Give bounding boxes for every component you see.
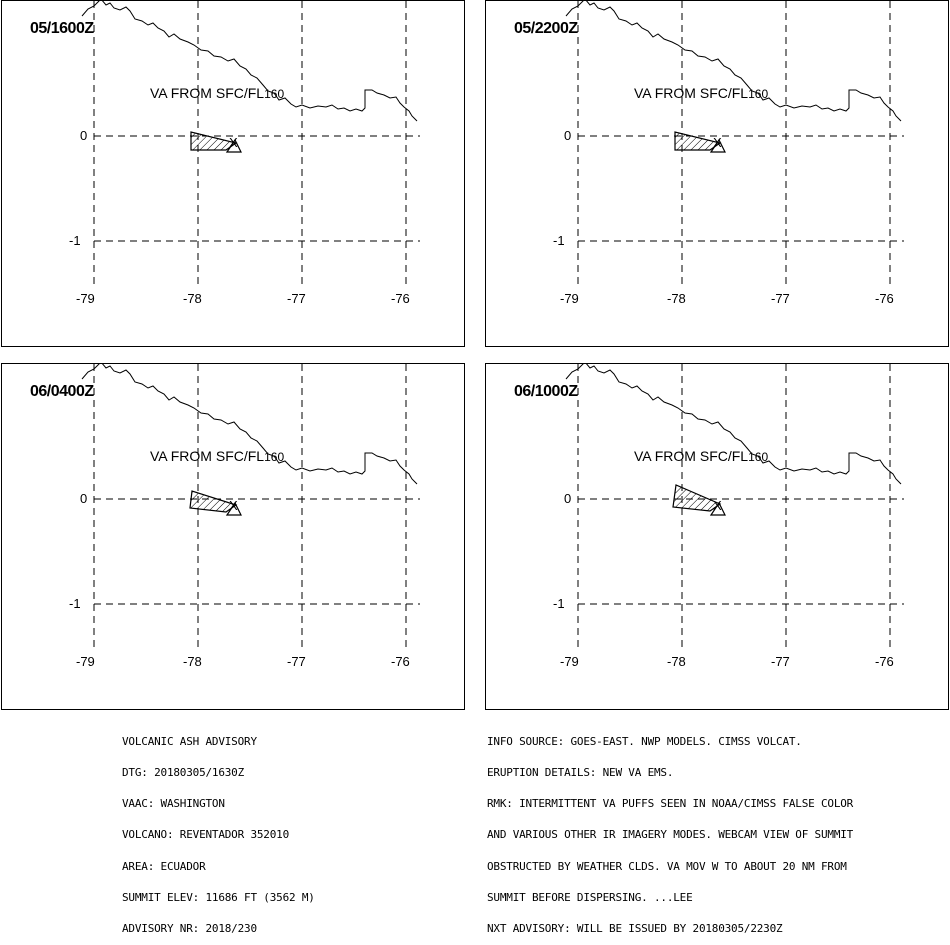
advisory-line: NXT ADVISORY: WILL BE ISSUED BY 20180305… (487, 922, 783, 936)
coastline (565, 1, 902, 122)
va-label-text: VA FROM SFC/FL (150, 448, 265, 464)
forecast-panel-3: X 06/0400Z VA FROM SFC/FL160 0 -1 -79 -7… (1, 363, 465, 710)
ash-polygon (190, 131, 238, 151)
va-flight-level: 160 (748, 87, 769, 101)
map-canvas (565, 1, 904, 285)
advisory-line: ADVISORY NR: 2018/230 (122, 922, 257, 936)
advisory-line: SUMMIT BEFORE DISPERSING. ...LEE (487, 890, 693, 904)
lon-label-77: -77 (771, 291, 790, 306)
advisory-line: SUMMIT ELEV: 11686 FT (3562 M) (122, 890, 315, 904)
ash-polygon (672, 484, 722, 512)
panel-time-label: 06/1000Z (514, 383, 578, 400)
lat-label-0: 0 (80, 128, 88, 143)
va-flight-level: 160 (264, 87, 285, 101)
volcano-triangle-symbol (709, 138, 726, 153)
advisory-line: AND VARIOUS OTHER IR IMAGERY MODES. WEBC… (487, 828, 854, 842)
grid-lines (93, 364, 420, 648)
lon-label-79: -79 (76, 654, 95, 669)
volcano-x-mark: X (713, 135, 722, 150)
coastline (565, 364, 902, 485)
lon-label-77: -77 (287, 291, 306, 306)
va-level-label: VA FROM SFC/FL160 (150, 448, 284, 464)
lon-label-79: -79 (560, 291, 579, 306)
advisory-remarks-block: INFO SOURCE: GOES-EAST. NWP MODELS. CIMS… (487, 716, 853, 945)
va-label-text: VA FROM SFC/FL (634, 85, 749, 101)
ash-polygon (674, 131, 722, 151)
volcano-x-mark: X (713, 498, 722, 513)
lon-label-78: -78 (183, 291, 202, 306)
advisory-line: VAAC: WASHINGTON (122, 797, 225, 811)
lat-label-minus1: -1 (553, 596, 565, 611)
volcano-triangle-symbol (709, 501, 726, 516)
lat-label-minus1: -1 (69, 233, 81, 248)
va-level-label: VA FROM SFC/FL160 (634, 448, 768, 464)
volcano-triangle-symbol (225, 138, 242, 153)
lat-label-minus1: -1 (553, 233, 565, 248)
advisory-line: OBSTRUCTED BY WEATHER CLDS. VA MOV W TO … (487, 859, 847, 873)
lon-label-79: -79 (76, 291, 95, 306)
lon-label-79: -79 (560, 654, 579, 669)
forecast-panel-2: X 05/2200Z VA FROM SFC/FL160 0 -1 -79 -7… (485, 0, 949, 347)
forecast-panel-4: X 06/1000Z VA FROM SFC/FL160 0 -1 -79 -7… (485, 363, 949, 710)
grid-lines (577, 1, 904, 285)
volcano-x-mark: X (229, 498, 238, 513)
coastline (81, 364, 418, 485)
lon-label-78: -78 (183, 654, 202, 669)
advisory-line: VOLCANIC ASH ADVISORY (122, 734, 257, 748)
forecast-panel-1: X 05/1600Z VA FROM SFC/FL160 0 -1 -79 -7… (1, 0, 465, 347)
lon-label-78: -78 (667, 654, 686, 669)
map-canvas (565, 364, 904, 648)
advisory-line: RMK: INTERMITTENT VA PUFFS SEEN IN NOAA/… (487, 797, 854, 811)
volcano-x-mark: X (229, 135, 238, 150)
lon-label-76: -76 (391, 654, 410, 669)
lon-label-77: -77 (771, 654, 790, 669)
advisory-line: INFO SOURCE: GOES-EAST. NWP MODELS. CIMS… (487, 734, 802, 748)
va-label-text: VA FROM SFC/FL (150, 85, 265, 101)
advisory-line: VOLCANO: REVENTADOR 352010 (122, 828, 289, 842)
map-canvas (81, 364, 420, 648)
advisory-header-block: VOLCANIC ASH ADVISORY DTG: 20180305/1630… (122, 716, 315, 945)
lon-label-76: -76 (875, 291, 894, 306)
lat-label-0: 0 (564, 128, 572, 143)
panel-time-label: 05/1600Z (30, 20, 94, 37)
advisory-line: AREA: ECUADOR (122, 859, 206, 873)
coastline (81, 1, 418, 122)
ash-polygon (189, 490, 238, 513)
panel-time-label: 06/0400Z (30, 383, 94, 400)
grid-lines (93, 1, 420, 285)
lon-label-76: -76 (391, 291, 410, 306)
volcano-triangle-symbol (225, 501, 242, 516)
lon-label-78: -78 (667, 291, 686, 306)
map-canvas (81, 1, 420, 285)
lat-label-minus1: -1 (69, 596, 81, 611)
va-label-text: VA FROM SFC/FL (634, 448, 749, 464)
lon-label-77: -77 (287, 654, 306, 669)
va-level-label: VA FROM SFC/FL160 (634, 85, 768, 101)
advisory-line: ERUPTION DETAILS: NEW VA EMS. (487, 766, 674, 780)
va-flight-level: 160 (264, 450, 285, 464)
lon-label-76: -76 (875, 654, 894, 669)
va-level-label: VA FROM SFC/FL160 (150, 85, 284, 101)
va-flight-level: 160 (748, 450, 769, 464)
lat-label-0: 0 (564, 491, 572, 506)
advisory-line: DTG: 20180305/1630Z (122, 766, 245, 780)
lat-label-0: 0 (80, 491, 88, 506)
panel-time-label: 05/2200Z (514, 20, 578, 37)
grid-lines (577, 364, 904, 648)
